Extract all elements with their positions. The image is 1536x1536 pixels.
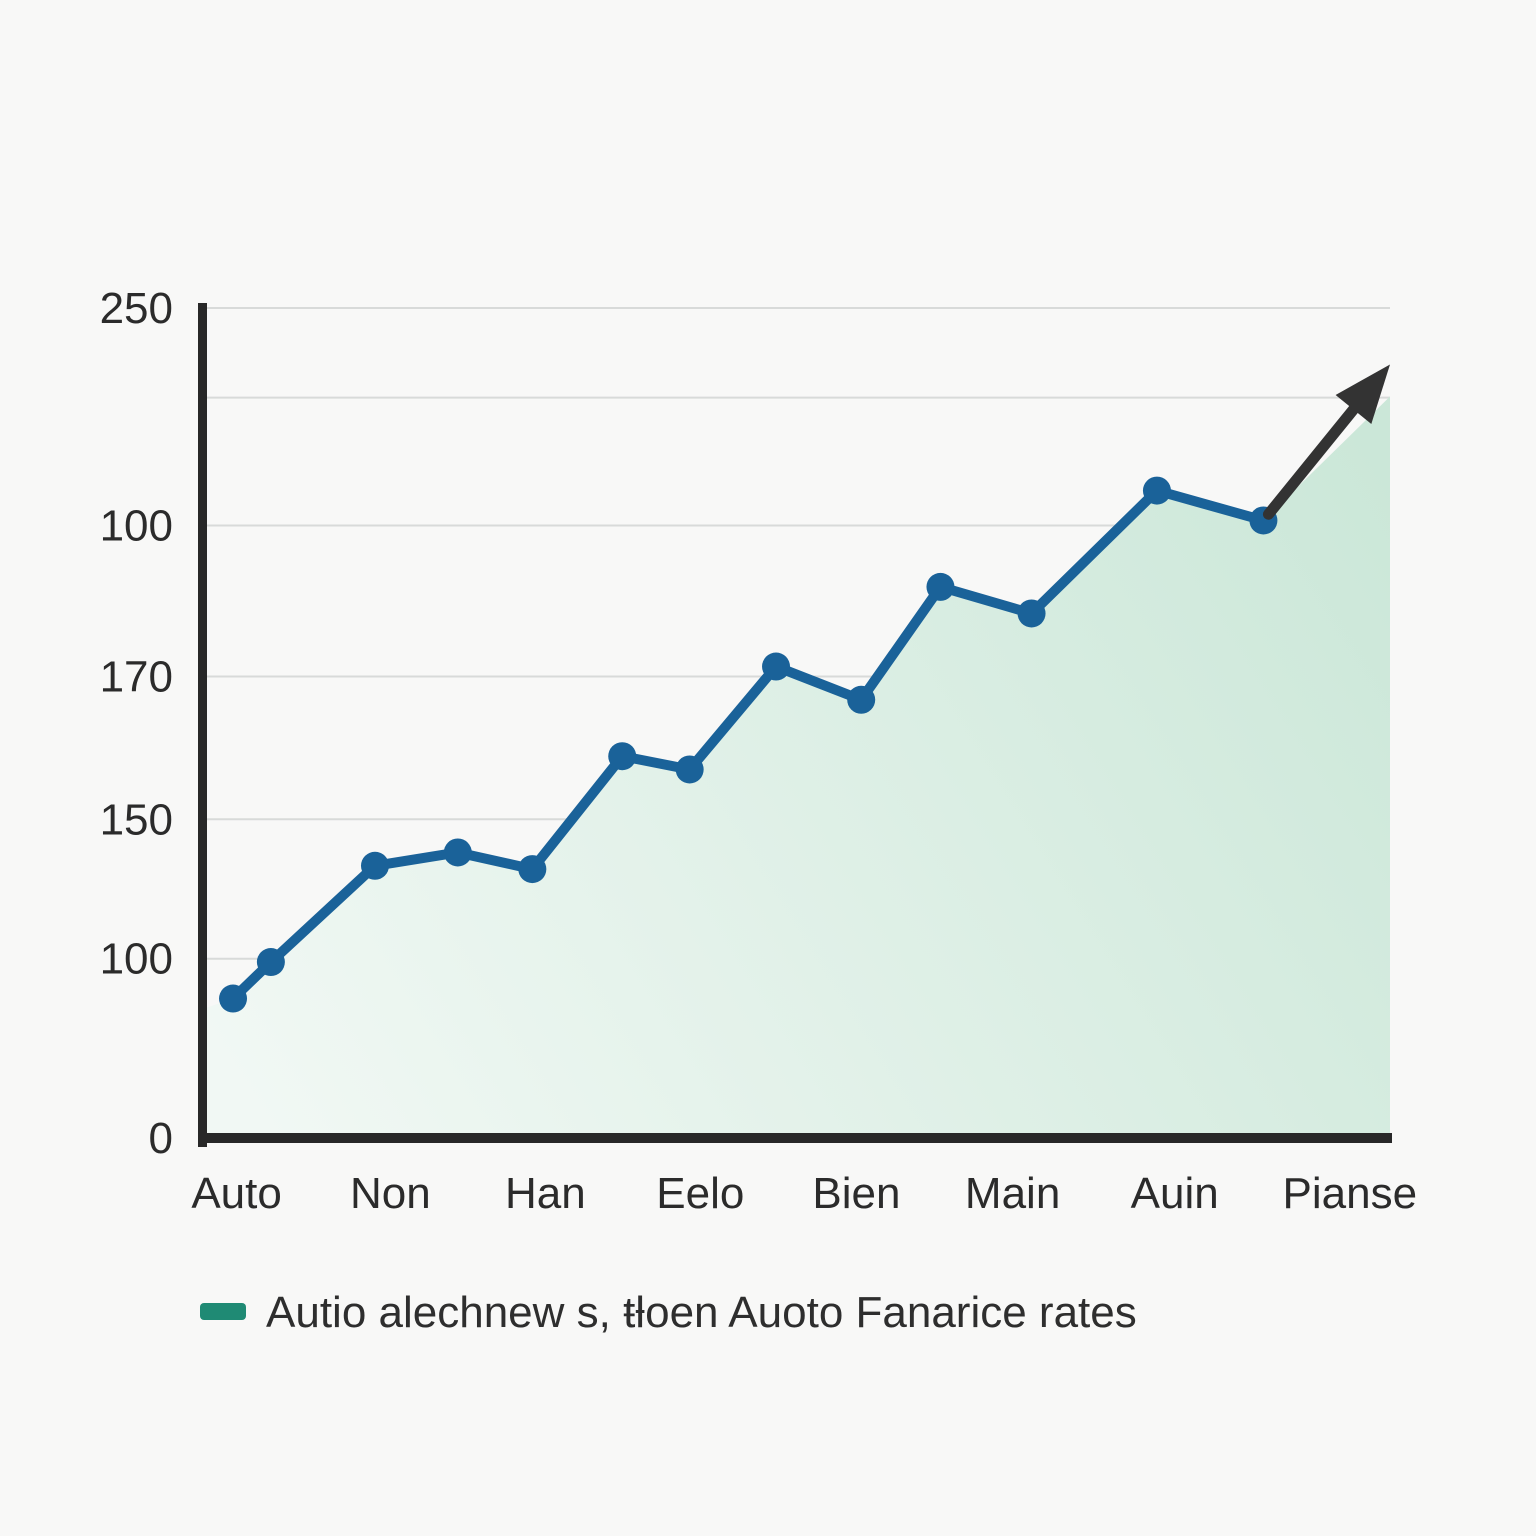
data-point [762,652,791,681]
data-point [219,984,248,1013]
data-point [847,685,876,714]
data-point [256,948,285,977]
y-axis [198,303,207,1147]
y-tick-label: 250 [100,284,173,333]
y-axis-labels: 250 100 170 150 100 0 [100,284,173,1163]
x-tick-label: Non [350,1169,431,1218]
data-point [926,572,955,601]
data-point [360,851,389,880]
data-point [608,742,637,771]
trend-arrow-shaft [1262,403,1359,520]
y-tick-label: 150 [100,795,173,844]
x-axis-labels: Auto Non Han Eelo Bien Main Auin Pianse [191,1169,1417,1218]
y-tick-label: 100 [100,935,173,984]
data-point [1017,599,1046,628]
x-tick-label: Auin [1131,1169,1219,1218]
data-point [443,838,472,867]
data-points [219,476,1278,1013]
legend-label: Autio alechnew s, ŧƚoen Auoto Fanarice r… [266,1288,1137,1337]
x-tick-label: Bien [812,1169,900,1218]
area-fill [207,396,1390,1133]
x-tick-label: Han [505,1169,586,1218]
x-tick-label: Eelo [656,1169,744,1218]
legend-marker [200,1303,246,1320]
data-point [1142,476,1171,505]
y-tick-label: 170 [100,653,173,702]
x-axis [198,1133,1392,1143]
trend-arrow-head [1335,364,1390,424]
data-point [518,855,547,884]
y-tick-label: 0 [149,1114,173,1163]
x-tick-label: Main [965,1169,1060,1218]
x-tick-label: Pianse [1283,1169,1418,1218]
legend: Autio alechnew s, ŧƚoen Auoto Fanarice r… [200,1288,1137,1337]
y-tick-label: 100 [100,501,173,550]
data-point [675,755,704,784]
x-tick-label: Auto [191,1169,282,1218]
trend-arrow-icon [1262,364,1390,520]
